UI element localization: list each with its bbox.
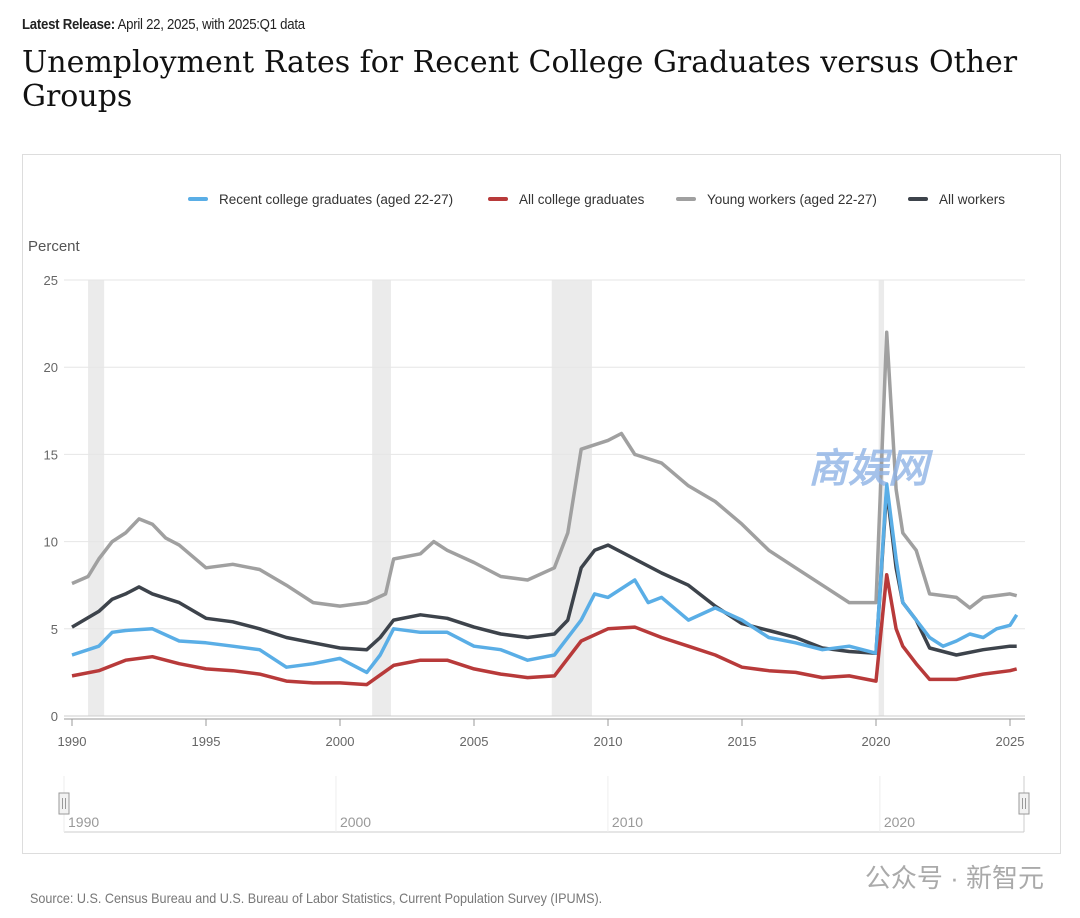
legend-item[interactable]: All workers bbox=[908, 192, 1005, 207]
x-tick-label: 2000 bbox=[326, 734, 355, 749]
x-tick-label: 2005 bbox=[460, 734, 489, 749]
watermark-logo: 商娱网 bbox=[808, 447, 928, 491]
navigator-handle-right[interactable] bbox=[1018, 792, 1030, 815]
navigator-handle-left[interactable] bbox=[58, 792, 70, 815]
handle-box bbox=[58, 792, 70, 815]
recession-band bbox=[372, 280, 391, 716]
legend-item[interactable]: All college graduates bbox=[488, 192, 645, 207]
series-line-1 bbox=[71, 572, 1018, 687]
x-tick-label: 1990 bbox=[58, 734, 87, 749]
x-tick-label: 2025 bbox=[996, 734, 1025, 749]
legend-item[interactable]: Recent college graduates (aged 22-27) bbox=[188, 192, 453, 207]
release-info: Latest Release: April 22, 2025, with 202… bbox=[22, 16, 305, 33]
recession-band bbox=[88, 280, 105, 716]
legend-label: Recent college graduates (aged 22-27) bbox=[219, 192, 453, 207]
release-label: Latest Release: bbox=[22, 16, 115, 33]
x-tick-label: 2015 bbox=[728, 734, 757, 749]
watermark-account: 公众号 · 新智元 bbox=[864, 863, 1044, 893]
legend-label: Young workers (aged 22-27) bbox=[707, 192, 877, 207]
y-tick-label: 5 bbox=[51, 622, 58, 637]
x-tick-label: 2010 bbox=[594, 734, 623, 749]
x-tick-label: 2020 bbox=[862, 734, 891, 749]
y-tick-label: 25 bbox=[44, 273, 58, 288]
navigator-tick-label: 2020 bbox=[884, 814, 915, 830]
legend-label: All workers bbox=[939, 192, 1005, 207]
page-title: Unemployment Rates for Recent College Gr… bbox=[22, 45, 1018, 114]
legend-item[interactable]: Young workers (aged 22-27) bbox=[676, 192, 877, 207]
x-tick-label: 1995 bbox=[192, 734, 221, 749]
legend-label: All college graduates bbox=[519, 192, 645, 207]
y-tick-label: 0 bbox=[51, 709, 58, 724]
release-text: April 22, 2025, with 2025:Q1 data bbox=[117, 16, 305, 33]
y-tick-label: 15 bbox=[44, 447, 58, 462]
handle-box bbox=[1018, 792, 1030, 815]
y-axis-label: Percent bbox=[28, 238, 81, 255]
navigator-tick-label: 1990 bbox=[68, 814, 99, 830]
navigator-tick-label: 2010 bbox=[612, 814, 643, 830]
source-note: Source: U.S. Census Bureau and U.S. Bure… bbox=[30, 890, 603, 906]
navigator-tick-label: 2000 bbox=[340, 814, 371, 830]
y-tick-label: 20 bbox=[44, 360, 58, 375]
series-line-0 bbox=[71, 482, 1019, 675]
series-line-2 bbox=[71, 330, 1018, 610]
chart-container bbox=[22, 154, 1061, 854]
y-tick-label: 10 bbox=[44, 535, 58, 550]
